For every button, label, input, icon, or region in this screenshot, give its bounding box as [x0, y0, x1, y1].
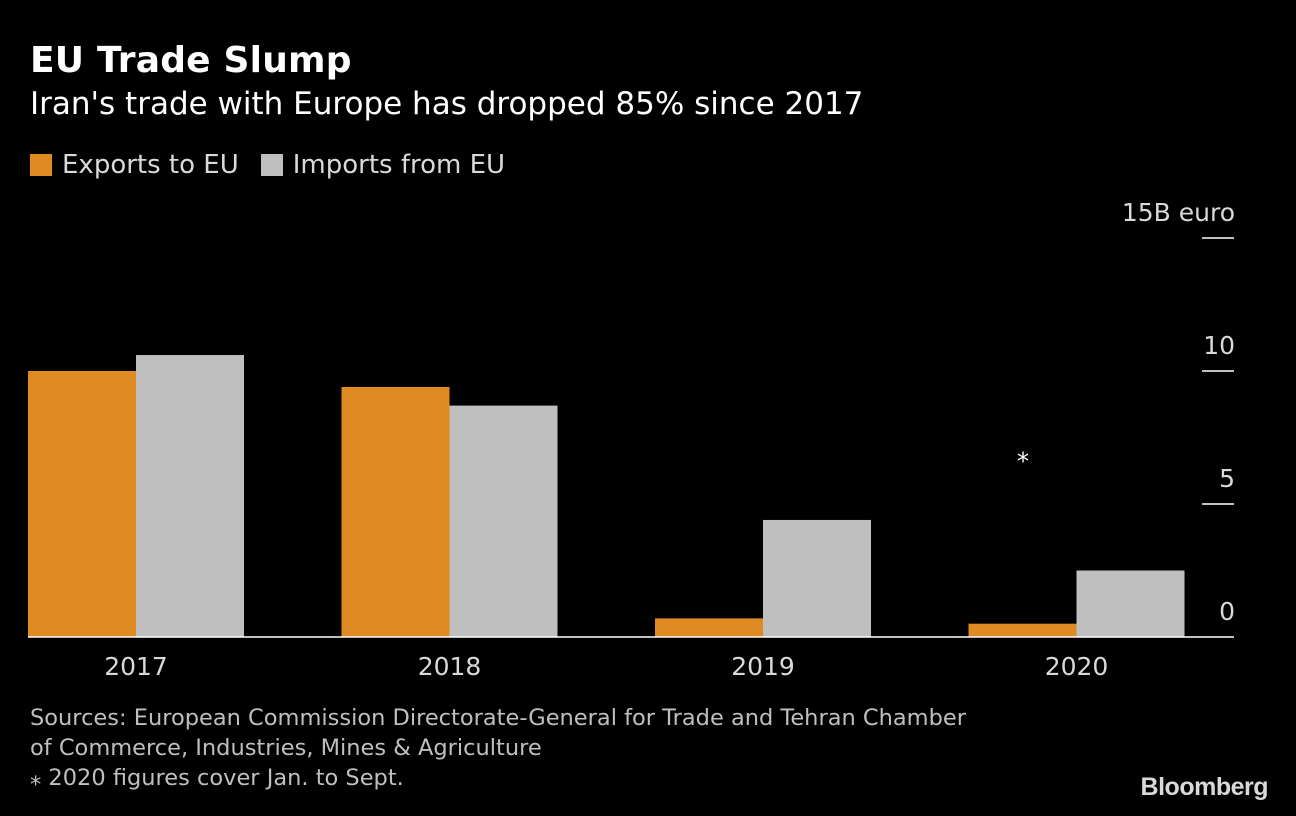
chart-title: EU Trade Slump — [30, 40, 352, 81]
y-tick-label-10: 10 — [1203, 331, 1235, 360]
chart-subtitle: Iran's trade with Europe has dropped 85%… — [30, 86, 864, 122]
x-tick-label-2019: 2019 — [731, 652, 795, 681]
bar-imports-2020 — [1076, 570, 1185, 637]
source-line-2: of Commerce, Industries, Mines & Agricul… — [30, 735, 542, 761]
y-tick-label-15: 15B euro — [1122, 198, 1235, 227]
y-tick-label-0: 0 — [1219, 597, 1235, 626]
x-tick-label-2020: 2020 — [1045, 652, 1109, 681]
bar-imports-2017 — [136, 355, 244, 637]
bar-imports-2019 — [763, 519, 871, 637]
footnote: ⁎ 2020 figures cover Jan. to Sept. — [30, 765, 404, 791]
y-tick-label-5: 5 — [1219, 464, 1235, 493]
annotation-asterisk-2020: ⁎ — [1017, 440, 1029, 468]
bar-exports-2020 — [968, 623, 1077, 637]
x-tick-label-2017: 2017 — [104, 652, 168, 681]
bar-imports-2018 — [449, 405, 558, 637]
legend-item-exports: Exports to EU — [30, 150, 239, 180]
bar-exports-2019 — [655, 618, 763, 637]
legend-label-exports: Exports to EU — [62, 150, 239, 180]
legend-item-imports: Imports from EU — [260, 150, 506, 180]
bloomberg-logo: Bloomberg — [1140, 773, 1269, 801]
bar-exports-2017 — [28, 371, 136, 637]
legend-label-imports: Imports from EU — [292, 150, 506, 180]
x-tick-label-2018: 2018 — [418, 652, 482, 681]
source-notes: Sources: European Commission Directorate… — [30, 703, 966, 793]
source-line-1: Sources: European Commission Directorate… — [30, 705, 966, 731]
legend: Exports to EU Imports from EU — [30, 150, 527, 180]
bar-exports-2018 — [341, 386, 450, 637]
legend-swatch-imports — [260, 154, 283, 176]
legend-swatch-exports — [30, 154, 52, 176]
